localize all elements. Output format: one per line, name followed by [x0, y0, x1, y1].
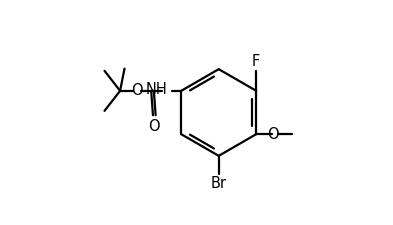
Text: Br: Br	[211, 176, 227, 191]
Text: O: O	[148, 119, 160, 134]
Text: O: O	[267, 127, 279, 142]
Text: NH: NH	[146, 82, 168, 97]
Text: F: F	[252, 54, 261, 69]
Text: O: O	[131, 83, 143, 98]
